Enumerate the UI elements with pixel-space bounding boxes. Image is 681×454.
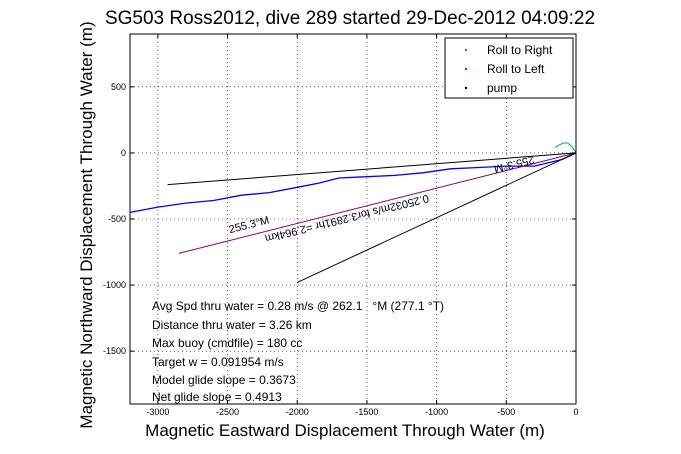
- grid: [130, 34, 576, 404]
- data-lines: [129, 142, 577, 283]
- x-tick-label: -3000: [146, 407, 169, 417]
- x-tick-label: -2500: [216, 407, 239, 417]
- series-line-1: [178, 152, 577, 254]
- series-line-0: [129, 152, 577, 214]
- x-axis-label: Magnetic Eastward Displacement Through W…: [145, 421, 545, 440]
- x-tick-label: -2000: [286, 407, 309, 417]
- x-tick-label: -1000: [425, 407, 448, 417]
- y-tick-label: 0: [121, 148, 126, 158]
- series-line-2: [297, 152, 577, 283]
- y-tick-label: -500: [108, 214, 126, 224]
- stat-net-glide-slope: Net glide slope = 0.4913: [152, 390, 282, 404]
- series-line-3: [167, 152, 577, 186]
- chart-title: SG503 Ross2012, dive 289 started 29-Dec-…: [105, 8, 595, 29]
- legend-label-pump: pump: [487, 81, 517, 95]
- stats-block: Avg Spd thru water = 0.28 m/s @ 262.1 °M…: [152, 299, 444, 404]
- x-tick-label: -500: [497, 407, 515, 417]
- y-tick-label: -1500: [103, 346, 126, 356]
- stat-avg-speed: Avg Spd thru water = 0.28 m/s @ 262.1 °M…: [152, 299, 444, 313]
- legend-label-roll-left: Roll to Left: [487, 62, 545, 76]
- stat-distance: Distance thru water = 3.26 km: [152, 318, 312, 332]
- legend-marker-roll-right: [464, 48, 468, 52]
- legend: Roll to Right Roll to Left pump: [444, 37, 574, 99]
- stat-max-buoy: Max buoy (cmdfile) = 180 cc: [152, 336, 302, 350]
- legend-marker-roll-left: [464, 67, 468, 71]
- stat-target-w: Target w = 0.091954 m/s: [152, 355, 284, 369]
- x-tick-label: 0: [573, 407, 578, 417]
- series-line-4: [554, 142, 577, 154]
- y-tick-label: 500: [111, 82, 126, 92]
- legend-marker-pump: [464, 86, 468, 90]
- plot-frame: [129, 33, 577, 405]
- y-axis-label: Magnetic Northward Displacement Through …: [77, 21, 96, 428]
- y-tick-label: -1000: [103, 280, 126, 290]
- legend-label-roll-right: Roll to Right: [487, 43, 553, 57]
- stat-model-glide-slope: Model glide slope = 0.3673: [152, 373, 296, 387]
- x-tick-label: -1500: [355, 407, 378, 417]
